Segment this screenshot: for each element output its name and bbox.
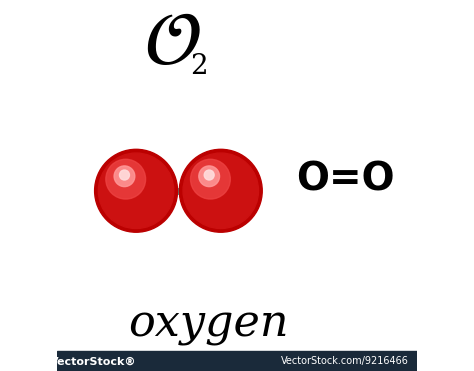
- Circle shape: [179, 149, 262, 232]
- Circle shape: [114, 166, 135, 187]
- Text: O=O: O=O: [296, 161, 394, 199]
- Circle shape: [106, 159, 146, 199]
- Circle shape: [204, 170, 214, 180]
- Text: 2: 2: [191, 53, 208, 80]
- Circle shape: [95, 149, 178, 232]
- Text: VectorStock®: VectorStock®: [50, 356, 136, 366]
- Circle shape: [183, 153, 258, 229]
- Circle shape: [119, 170, 129, 180]
- Text: $\mathcal{O}$: $\mathcal{O}$: [144, 7, 201, 79]
- Circle shape: [98, 153, 174, 229]
- Bar: [57, 351, 417, 371]
- Circle shape: [191, 159, 230, 199]
- Circle shape: [199, 166, 219, 187]
- Text: VectorStock.com/9216466: VectorStock.com/9216466: [281, 356, 409, 366]
- Text: oxygen: oxygen: [128, 303, 288, 346]
